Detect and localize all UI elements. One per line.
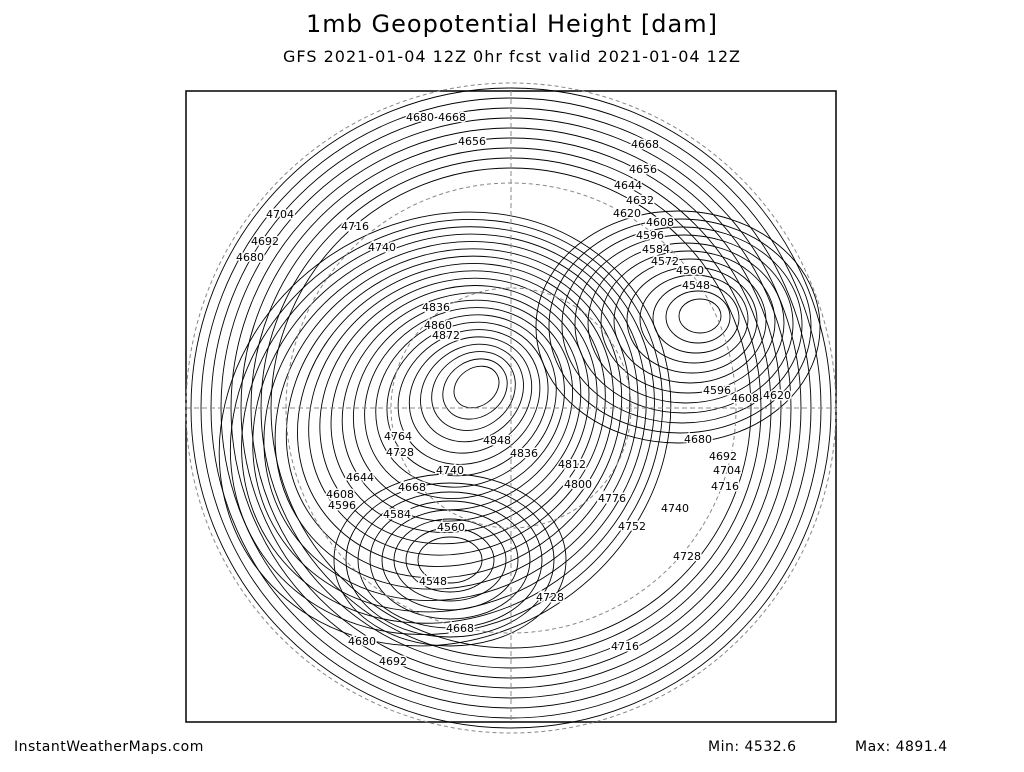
contour-label: 4704 bbox=[713, 464, 741, 477]
contour bbox=[386, 321, 549, 477]
contour-label: 4656 bbox=[458, 135, 486, 148]
contour-label: 4728 bbox=[673, 550, 701, 563]
contour bbox=[218, 211, 672, 647]
contour-label: 4740 bbox=[436, 464, 464, 477]
contour-label: 4608 bbox=[731, 392, 759, 405]
contour bbox=[587, 242, 785, 404]
contour-label: 4812 bbox=[558, 458, 586, 471]
map-subtitle: GFS 2021-01-04 12Z 0hr fcst valid 2021-0… bbox=[283, 47, 741, 66]
contour-label: 4620 bbox=[613, 207, 641, 220]
max-value: Max: 4891.4 bbox=[855, 739, 948, 755]
contour bbox=[431, 351, 516, 431]
contour-label: 4680 bbox=[406, 111, 434, 124]
contour-label: 4860 bbox=[424, 319, 452, 332]
contour bbox=[405, 527, 495, 593]
contour bbox=[369, 500, 531, 620]
contour-label: 4644 bbox=[614, 179, 642, 192]
contour-label: 4680 bbox=[348, 635, 376, 648]
contour-label: 4560 bbox=[437, 521, 465, 534]
contour bbox=[417, 536, 483, 584]
contour bbox=[574, 234, 794, 414]
contour-label: 4668 bbox=[446, 622, 474, 635]
contour bbox=[535, 210, 821, 444]
contour bbox=[397, 329, 541, 465]
map-title: 1mb Geopotential Height [dam] bbox=[306, 10, 718, 38]
contour-label: 4560 bbox=[676, 264, 704, 277]
contour bbox=[652, 282, 740, 354]
contour bbox=[442, 358, 508, 420]
contour-label: 4692 bbox=[251, 235, 279, 248]
contour-label: 4752 bbox=[618, 520, 646, 533]
contour bbox=[381, 509, 519, 611]
contour-label: 4632 bbox=[626, 194, 654, 207]
contour bbox=[229, 218, 664, 636]
contour-label: 4668 bbox=[398, 481, 426, 494]
contour bbox=[600, 250, 776, 394]
contour bbox=[561, 226, 803, 424]
contour-label: 4596 bbox=[636, 229, 664, 242]
contour-label: 4716 bbox=[611, 640, 639, 653]
contour-label: 4740 bbox=[368, 241, 396, 254]
contour-label: 4692 bbox=[379, 655, 407, 668]
contour bbox=[639, 274, 749, 364]
contour bbox=[408, 336, 533, 454]
contour-label: 4776 bbox=[598, 492, 626, 505]
contour-label: 4836 bbox=[422, 301, 450, 314]
contour-label: 4680 bbox=[684, 433, 712, 446]
contour bbox=[613, 258, 767, 384]
contour-label: 4716 bbox=[711, 480, 739, 493]
contour-label: 4608 bbox=[646, 216, 674, 229]
contour bbox=[357, 491, 543, 629]
contour bbox=[330, 285, 590, 533]
contour-label: 4728 bbox=[386, 446, 414, 459]
contour-label: 4872 bbox=[432, 329, 460, 342]
contour bbox=[393, 518, 507, 602]
contour-label: 4680 bbox=[236, 251, 264, 264]
contour bbox=[375, 314, 557, 488]
contour bbox=[678, 298, 722, 334]
contour-label: 4596 bbox=[328, 499, 356, 512]
contour-label: 4764 bbox=[384, 430, 412, 443]
contour bbox=[665, 290, 731, 344]
contour bbox=[364, 307, 565, 499]
contour bbox=[297, 263, 614, 567]
contour-label: 4584 bbox=[383, 508, 411, 521]
contour-label: 4644 bbox=[346, 471, 374, 484]
contour-label: 4728 bbox=[536, 591, 564, 604]
contour-label: 4620 bbox=[763, 389, 791, 402]
contour bbox=[420, 343, 524, 443]
contour bbox=[352, 299, 574, 511]
contour-label: 4608 bbox=[326, 488, 354, 501]
contour bbox=[319, 277, 598, 545]
contour-label: 4836 bbox=[510, 447, 538, 460]
contour-label: 4548 bbox=[682, 279, 710, 292]
contour-label: 4572 bbox=[651, 255, 679, 268]
contour-label: 4668 bbox=[631, 138, 659, 151]
contour bbox=[263, 241, 639, 601]
contour bbox=[241, 226, 655, 624]
contour-label: 4800 bbox=[564, 478, 592, 491]
contour bbox=[345, 482, 555, 638]
contour bbox=[626, 266, 758, 374]
site-credit: InstantWeatherMaps.com bbox=[14, 739, 204, 755]
contour-label: 4596 bbox=[703, 384, 731, 397]
contour-label: 4656 bbox=[629, 163, 657, 176]
contour-label: 4668 bbox=[438, 111, 466, 124]
contour bbox=[453, 365, 500, 409]
contour bbox=[308, 270, 606, 556]
contour-label: 4716 bbox=[341, 220, 369, 233]
contour bbox=[548, 218, 812, 434]
contour-label: 4692 bbox=[709, 450, 737, 463]
contour bbox=[274, 248, 631, 590]
contour bbox=[285, 255, 623, 579]
contour-label: 4584 bbox=[642, 243, 670, 256]
contour bbox=[333, 473, 567, 647]
contour-label: 4848 bbox=[483, 434, 511, 447]
min-value: Min: 4532.6 bbox=[708, 739, 797, 755]
contour-label: 4740 bbox=[661, 502, 689, 515]
contour-label: 4548 bbox=[419, 575, 447, 588]
contour-label: 4704 bbox=[266, 208, 294, 221]
